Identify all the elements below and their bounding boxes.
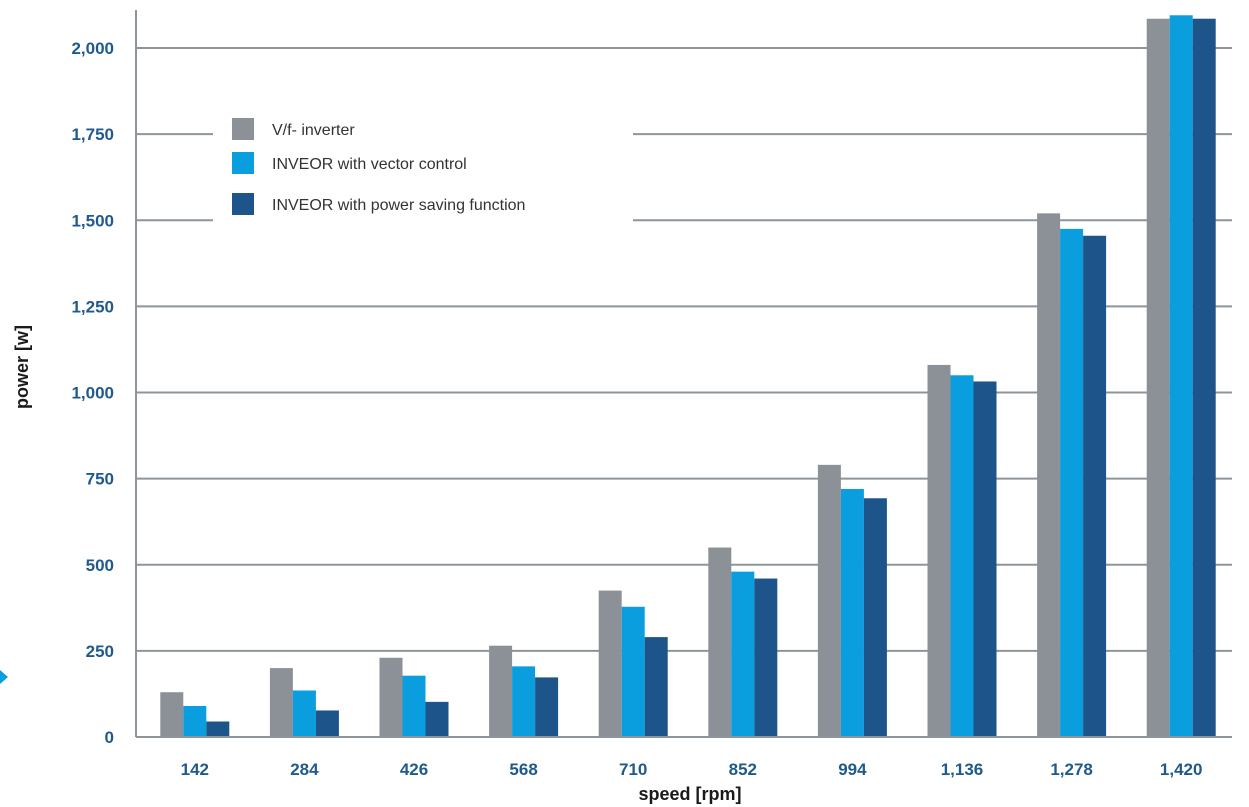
x-tick-label: 994: [838, 760, 867, 779]
legend-swatch: [232, 118, 254, 140]
x-axis-title: speed [rpm]: [638, 784, 741, 804]
legend-label: INVEOR with power saving function: [272, 197, 525, 214]
bar-vector-control: [1060, 228, 1084, 738]
axes: [135, 10, 1232, 738]
y-axis-title: power [w]: [12, 325, 32, 409]
bar-vf-inverter: [269, 668, 293, 737]
legend-swatch: [232, 152, 254, 174]
x-tick-label: 1,420: [1160, 760, 1203, 779]
bar-vector-control: [183, 705, 207, 737]
bar-power-saving: [315, 710, 339, 737]
bar-vector-control: [512, 666, 536, 737]
bar-power-saving: [425, 701, 449, 737]
bar-vf-inverter: [1037, 213, 1061, 738]
bar-vf-inverter: [927, 364, 951, 737]
bar-power-saving: [863, 498, 887, 737]
x-tick-label: 710: [619, 760, 647, 779]
y-tick-labels: 0 250 500 750 1,000 1,250 1,500 1,750 2,000: [71, 39, 114, 747]
bar-vector-control: [840, 488, 864, 737]
bar-vf-inverter: [379, 657, 403, 737]
x-tick-labels: 142 284 426 568 710 852 994 1,136 1,278 1,420: [181, 760, 1203, 779]
bar-vector-control: [402, 675, 426, 737]
bar-vector-control: [950, 375, 974, 737]
bar-power-saving: [206, 721, 230, 737]
x-tick-label: 852: [729, 760, 757, 779]
y-tick-label: 1,250: [71, 297, 114, 316]
bar-vf-inverter: [708, 547, 732, 737]
y-tick-label: 1,750: [71, 125, 114, 144]
bar-vector-control: [731, 571, 755, 737]
bar-group: [160, 15, 1216, 738]
x-tick-label: 142: [181, 760, 209, 779]
bar-vf-inverter: [1146, 18, 1170, 737]
y-tick-label: 750: [86, 470, 114, 489]
legend-swatch: [232, 193, 254, 215]
bar-vf-inverter: [598, 590, 622, 737]
y-tick-label: 500: [86, 556, 114, 575]
x-tick-label: 284: [290, 760, 319, 779]
bar-vf-inverter: [817, 464, 841, 737]
bar-vf-inverter: [160, 692, 184, 737]
bar-power-saving: [535, 677, 559, 737]
bar-power-saving: [754, 578, 778, 737]
y-tick-label: 250: [86, 642, 114, 661]
x-tick-label: 1,136: [941, 760, 984, 779]
bar-vf-inverter: [489, 645, 513, 737]
bar-vector-control: [292, 690, 316, 737]
legend: V/f- inverter INVEOR with vector control I…: [232, 118, 525, 215]
arrow-marker-icon: [0, 670, 8, 684]
x-tick-label: 1,278: [1050, 760, 1093, 779]
legend-background: [213, 105, 633, 233]
x-tick-label: 426: [400, 760, 428, 779]
y-tick-label: 0: [105, 728, 114, 747]
bar-power-saving: [644, 637, 668, 737]
bar-vector-control: [621, 606, 645, 737]
bar-power-saving: [1083, 235, 1107, 737]
y-tick-label: 1,500: [71, 211, 114, 230]
bar-vector-control: [1169, 15, 1193, 737]
legend-label: INVEOR with vector control: [272, 156, 467, 173]
y-tick-label: 2,000: [71, 39, 114, 58]
x-tick-label: 568: [509, 760, 537, 779]
y-tick-label: 1,000: [71, 384, 114, 403]
legend-label: V/f- inverter: [272, 122, 355, 139]
bar-power-saving: [973, 381, 997, 737]
bar-power-saving: [1192, 18, 1216, 737]
